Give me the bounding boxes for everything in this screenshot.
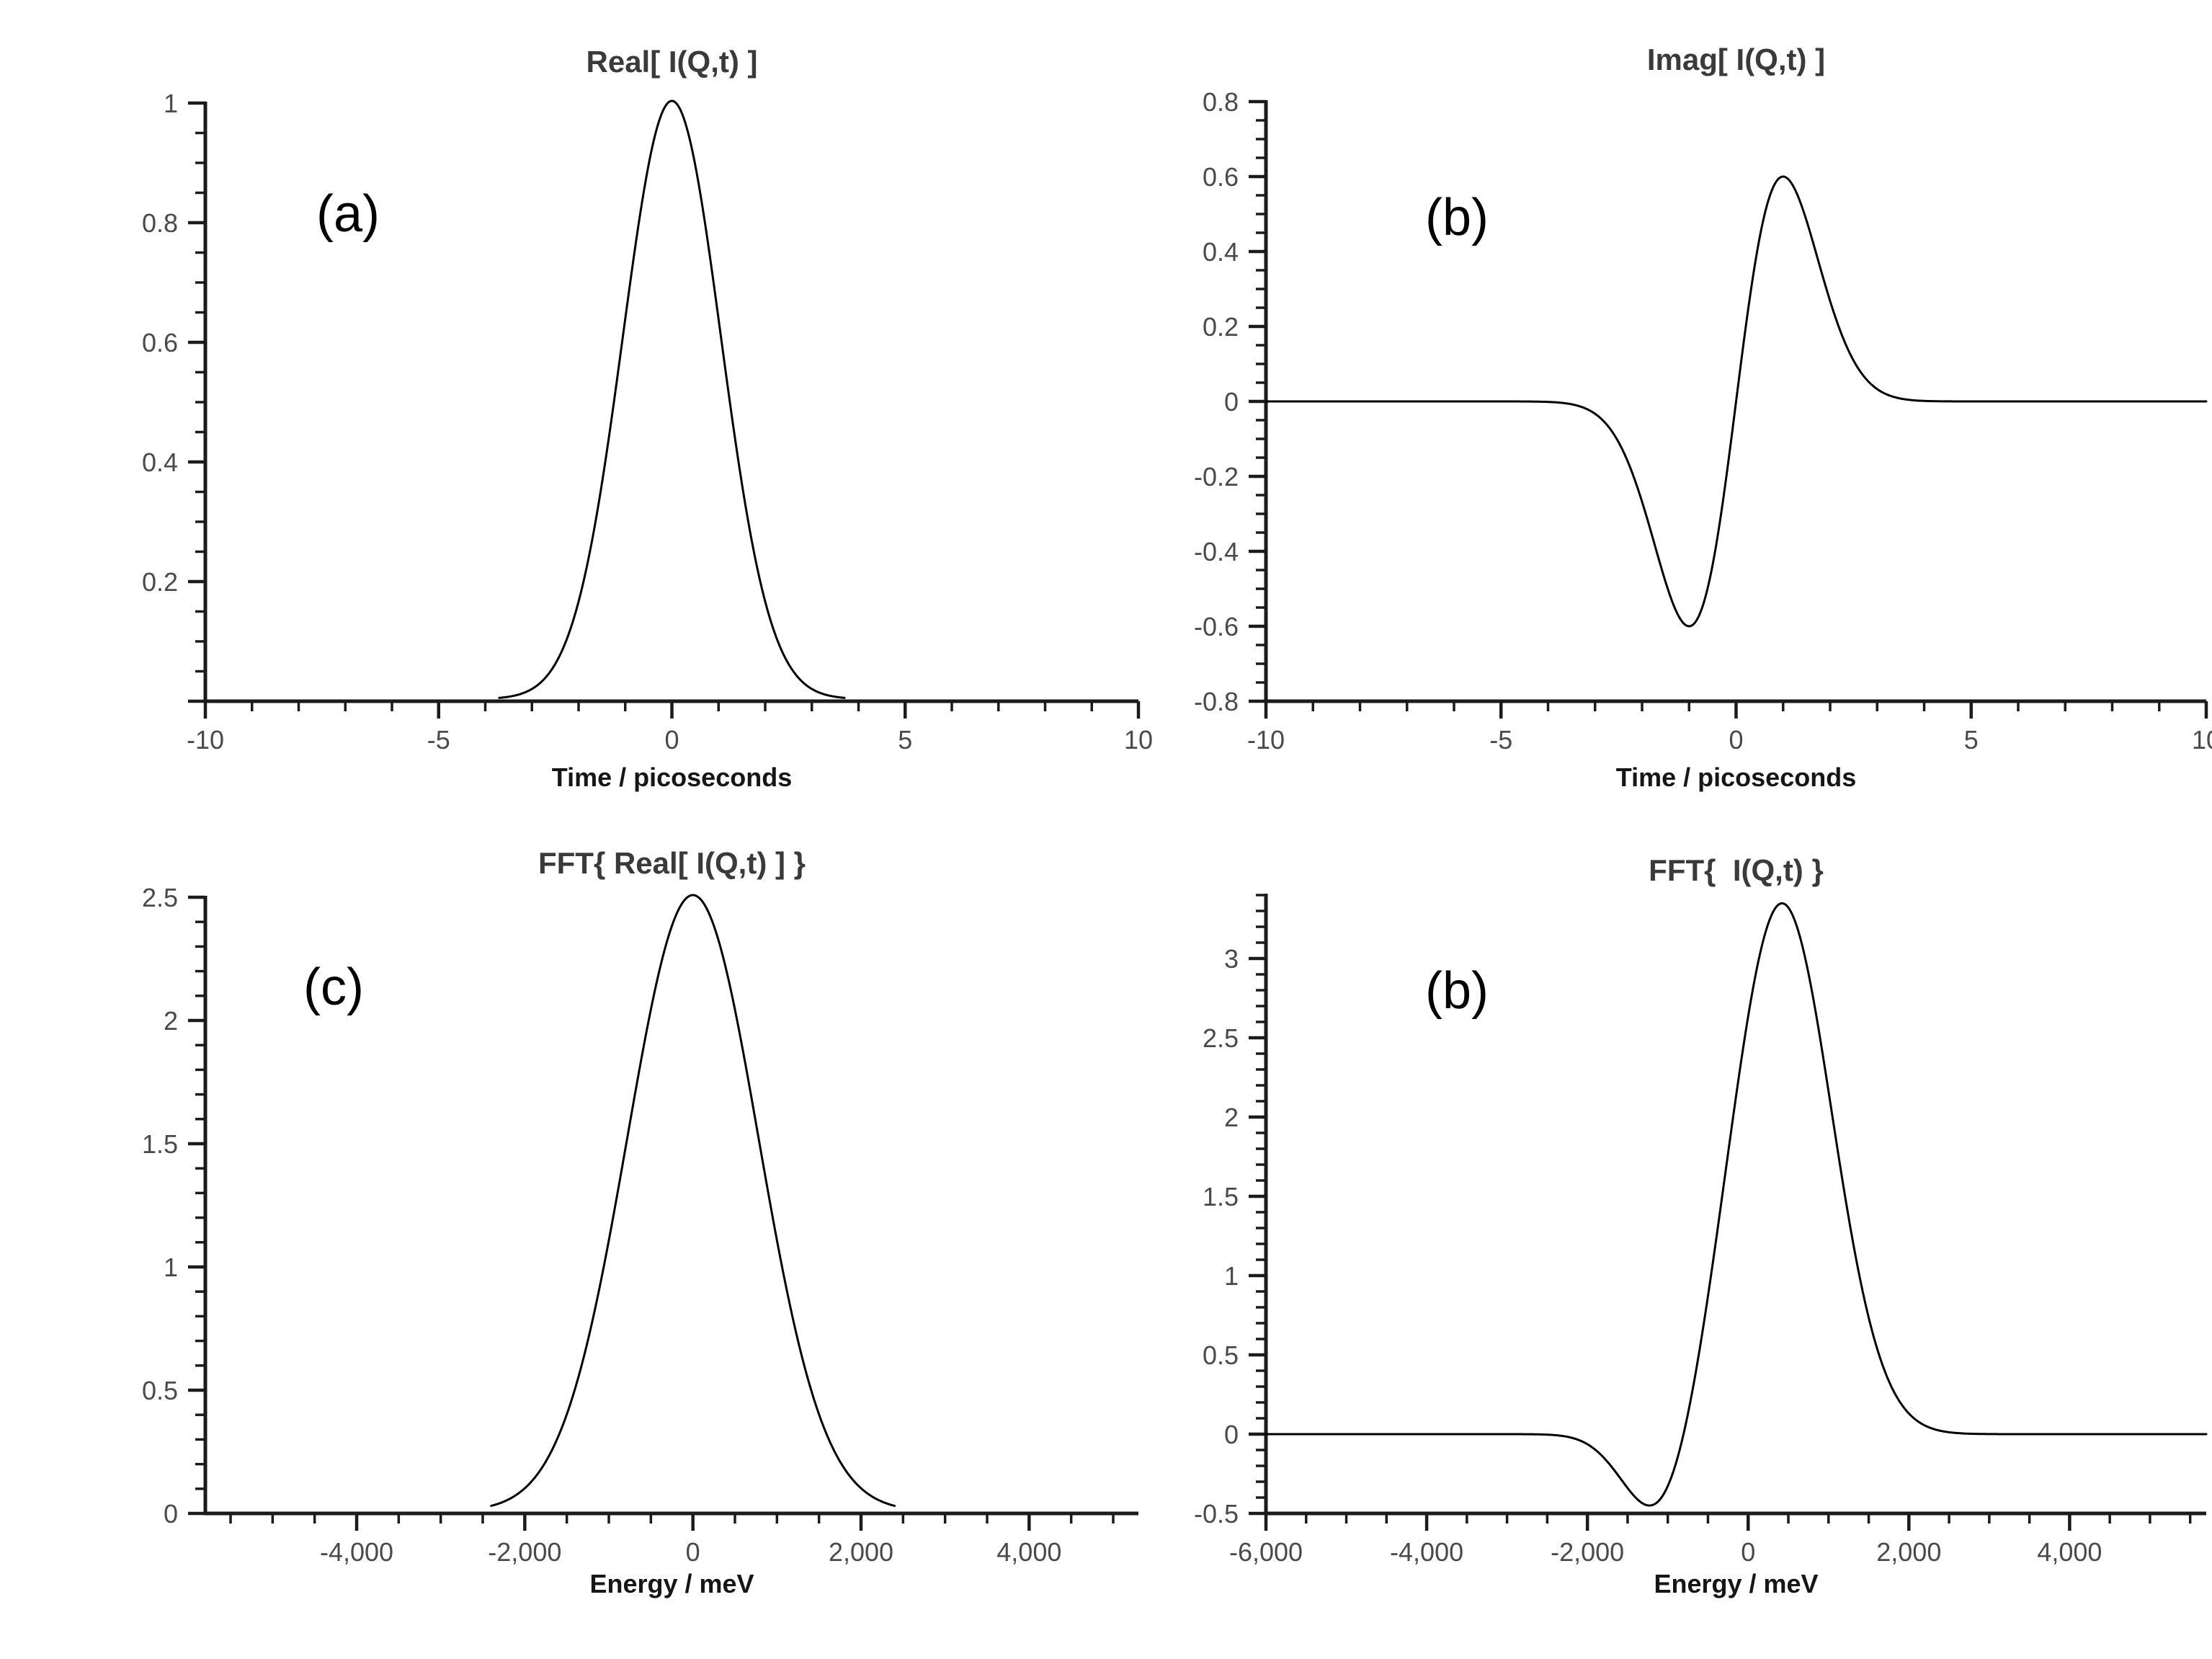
y-tick-label: 0	[1224, 1420, 1239, 1449]
y-tick-label: 1	[164, 89, 178, 118]
y-tick-label: 0.5	[142, 1376, 178, 1405]
axes-a	[203, 102, 1138, 703]
x-tick-label: -4,000	[320, 1537, 393, 1567]
panel-b-title: Imag[ I(Q,t) ]	[1646, 43, 1826, 76]
panel-a-xlabel: Time / picoseconds	[551, 762, 793, 792]
panel-c-letter: (c)	[303, 959, 364, 1016]
y-tick-label: 0	[1224, 387, 1239, 417]
y-tick-label: -0.4	[1194, 537, 1239, 566]
y-axis-ticks-c	[188, 895, 205, 1516]
y-tick-labels-d: 3 2.5 2 1.5 1 0.5 0 -0.5	[1194, 944, 1239, 1529]
x-tick-label: 5	[898, 725, 912, 755]
panel-d-xlabel: Energy / meV	[1654, 1569, 1819, 1598]
x-tick-label: 0	[664, 725, 679, 755]
y-axis-ticks-b	[1249, 99, 1266, 703]
x-tick-label: -2,000	[488, 1537, 561, 1567]
y-axis-ticks-a	[188, 101, 205, 703]
panel-c-title: FFT{ Real[ I(Q,t) ] }	[538, 846, 806, 880]
x-tick-label: -4,000	[1390, 1537, 1463, 1567]
curve-d	[1265, 902, 2208, 1507]
x-axis-ticks-d	[1264, 1513, 2192, 1531]
y-tick-labels-a: 1 0.8 0.6 0.4 0.2	[142, 89, 178, 597]
x-tick-labels-b: -10 -5 0 5 10	[1247, 725, 2212, 755]
y-tick-label: 0.2	[142, 567, 178, 597]
panel-d-plot: -6,000 -4,000 -2,000 0 2,000 4,000 3 2.5 2 1.5 1 0.…	[1194, 894, 2208, 1567]
y-tick-label: 1.5	[1203, 1182, 1239, 1211]
x-tick-label: -5	[427, 725, 450, 755]
y-tick-label: 1	[164, 1253, 178, 1282]
panel-d-title: FFT{ I(Q,t) }	[1649, 853, 1824, 887]
panel-b-letter: (b)	[1425, 189, 1489, 246]
y-tick-label: -0.8	[1194, 687, 1239, 716]
y-tick-label: 2	[164, 1006, 178, 1036]
y-tick-label: 0.8	[1203, 87, 1239, 117]
x-tick-labels-a: -10 -5 0 5 10	[187, 725, 1153, 755]
y-tick-label: -0.2	[1194, 462, 1239, 492]
x-tick-label: 0	[1741, 1537, 1755, 1567]
x-tick-label: 2,000	[1876, 1537, 1941, 1567]
x-tick-label: -5	[1489, 725, 1512, 755]
x-axis-ticks-a	[203, 701, 1141, 719]
panel-d: FFT{ I(Q,t) } (b) Energy / meV -6,000 -4,…	[1194, 855, 2208, 1597]
x-tick-label: -2,000	[1551, 1537, 1624, 1567]
x-tick-label: -10	[1247, 725, 1285, 755]
curve-c	[490, 894, 896, 1507]
curve-b	[1265, 175, 2208, 628]
x-tick-label: 0	[686, 1537, 700, 1567]
panel-a-title: Real[ I(Q,t) ]	[586, 45, 758, 79]
y-tick-label: 2.5	[142, 883, 178, 912]
axes-c	[203, 896, 1138, 1516]
panel-a-plot: -10 -5 0 5 10 1 0.8 0.6 0.4 0.2	[142, 89, 1153, 755]
curve-a	[498, 99, 846, 699]
y-tick-label: -0.5	[1194, 1499, 1239, 1529]
y-tick-label: -0.6	[1194, 612, 1239, 641]
x-tick-label: 4,000	[996, 1537, 1061, 1567]
panel-c-xlabel: Energy / meV	[589, 1569, 754, 1598]
y-tick-label: 0	[164, 1499, 178, 1529]
x-tick-labels-c: -4,000 -2,000 0 2,000 4,000	[320, 1537, 1061, 1567]
y-tick-label: 0.5	[1203, 1340, 1239, 1370]
x-tick-label: 5	[1964, 725, 1979, 755]
y-tick-label: 3	[1224, 944, 1239, 974]
x-tick-label: -10	[187, 725, 224, 755]
panel-a: Real[ I(Q,t) ] (a) Time / picoseconds -1…	[142, 47, 1153, 791]
y-tick-label: 0.2	[1203, 312, 1239, 342]
y-tick-label: 2	[1224, 1103, 1239, 1132]
x-tick-label: 0	[1729, 725, 1743, 755]
x-tick-label: -6,000	[1229, 1537, 1303, 1567]
panel-a-letter: (a)	[316, 185, 380, 243]
y-tick-labels-c: 2.5 2 1.5 1 0.5 0	[142, 883, 178, 1529]
y-tick-label: 0.6	[142, 328, 178, 357]
panel-d-letter: (b)	[1425, 962, 1489, 1020]
x-tick-label: 10	[1124, 725, 1153, 755]
panel-b: Imag[ I(Q,t) ] (b) Time / picoseconds -1…	[1194, 45, 2212, 791]
x-axis-ticks-c	[229, 1513, 1115, 1531]
panel-c-plot: -4,000 -2,000 0 2,000 4,000 2.5 2 1.5 1 0.5 0	[142, 883, 1138, 1567]
y-tick-label: 2.5	[1203, 1023, 1239, 1053]
y-tick-label: 0.4	[142, 448, 178, 477]
y-tick-label: 1	[1224, 1261, 1239, 1291]
y-tick-label: 0.6	[1203, 162, 1239, 192]
x-axis-ticks-b	[1264, 701, 2208, 719]
panel-b-plot: -10 -5 0 5 10 0.8 0.6 0.4 0.2 0 -0.2 -0.4 -0.6 -0.8	[1194, 87, 2212, 755]
panel-b-xlabel: Time / picoseconds	[1615, 762, 1857, 792]
y-tick-label: 1.5	[142, 1129, 178, 1159]
x-tick-label: 2,000	[829, 1537, 893, 1567]
y-axis-ticks-d	[1249, 894, 1266, 1516]
panel-c: FFT{ Real[ I(Q,t) ] } (c) Energy / meV -…	[142, 848, 1138, 1597]
y-tick-label: 0.4	[1203, 237, 1239, 267]
y-tick-label: 0.8	[142, 208, 178, 238]
x-tick-label: 10	[2192, 725, 2212, 755]
axes-d	[1264, 894, 2206, 1516]
y-tick-labels-b: 0.8 0.6 0.4 0.2 0 -0.2 -0.4 -0.6 -0.8	[1194, 87, 1239, 716]
x-tick-labels-d: -6,000 -4,000 -2,000 0 2,000 4,000	[1229, 1537, 2102, 1567]
x-tick-label: 4,000	[2037, 1537, 2102, 1567]
